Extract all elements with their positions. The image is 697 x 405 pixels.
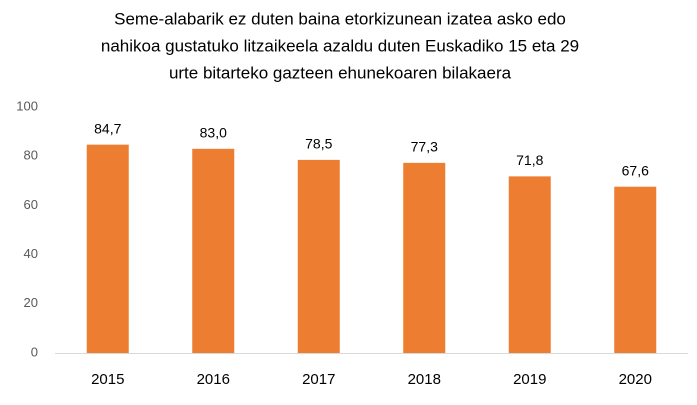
value-label: 67,6 [622,162,649,178]
x-tick-label: 2018 [408,371,441,388]
bar [192,148,235,353]
y-tick-label: 60 [24,197,38,212]
x-tick-label: 2020 [619,371,652,388]
y-tick-label: 80 [24,148,38,163]
bar [614,186,657,353]
bar [403,162,446,353]
bar [297,159,340,353]
bar [86,144,129,353]
x-tick-label: 2015 [91,371,124,388]
chart-title: urte bitarteko gazteen ehunekoaren bilak… [169,63,512,82]
chart-title: Seme-alabarik ez duten baina etorkizunea… [114,9,566,28]
y-tick-label: 0 [31,344,38,359]
value-label: 84,7 [94,120,121,136]
y-tick-label: 20 [24,295,38,310]
value-label: 77,3 [411,139,438,155]
x-tick-label: 2016 [197,371,230,388]
y-tick-label: 100 [16,98,38,113]
y-tick-label: 40 [24,246,38,261]
value-label: 78,5 [305,136,332,152]
x-tick-label: 2019 [513,371,546,388]
value-label: 71,8 [516,152,543,168]
bar [508,176,551,353]
value-label: 83,0 [200,125,227,141]
x-tick-label: 2017 [302,371,335,388]
chart-title: nahikoa gustatuko litzaikeela azaldu dut… [101,36,579,55]
